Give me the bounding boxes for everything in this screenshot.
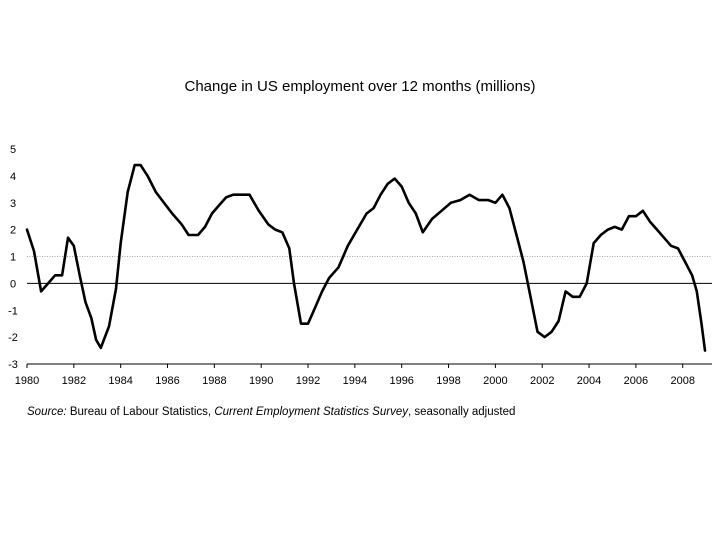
source-tail: , seasonally adjusted [407,406,516,418]
x-tick-label: 1982 [62,375,86,387]
y-tick-label: -2 [8,332,18,344]
source-note: Source: Bureau of Labour Statistics, Cur… [27,406,515,418]
y-tick-label: -1 [8,305,18,317]
chart-title: Change in US employment over 12 months (… [184,78,536,95]
series-layer [25,163,707,352]
y-tick-labels: 5 4 3 2 1 0 -1 -2 -3 [8,144,18,371]
source-org: Bureau of Labour Statistics, [66,406,215,418]
x-tick-label: 1984 [108,375,132,387]
x-tick-label: 1992 [296,375,320,387]
x-tick-label: 2008 [670,375,694,387]
source-lead: Source: [27,406,67,418]
x-tick-label: 1988 [202,375,226,387]
reference-lines [27,256,712,284]
x-tick-label: 2000 [483,375,507,387]
x-tick-label: 1996 [389,375,413,387]
x-tick-label: 2004 [577,375,601,387]
series-line-1 [25,163,707,352]
y-tick-label: 0 [10,278,16,290]
y-tick-label: -3 [8,359,18,371]
x-tick-label: 1980 [15,375,39,387]
x-tick-label: 1990 [249,375,273,387]
y-tick-label: 4 [10,171,16,183]
x-tick-label: 2002 [530,375,554,387]
y-tick-label: 1 [10,252,16,264]
x-tick-labels: 1980 1982 1984 1986 1988 1990 1992 1994 1996 1998… [15,375,695,387]
axes [26,363,712,368]
y-tick-label: 2 [10,225,16,237]
x-tick-label: 1986 [155,375,179,387]
x-tick-label: 1994 [343,375,367,387]
x-tick-label: 2006 [624,375,648,387]
x-tick-label: 1998 [436,375,460,387]
y-tick-label: 5 [10,144,16,156]
source-survey: Current Employment Statistics Survey [214,406,408,418]
y-tick-label: 3 [10,198,16,210]
